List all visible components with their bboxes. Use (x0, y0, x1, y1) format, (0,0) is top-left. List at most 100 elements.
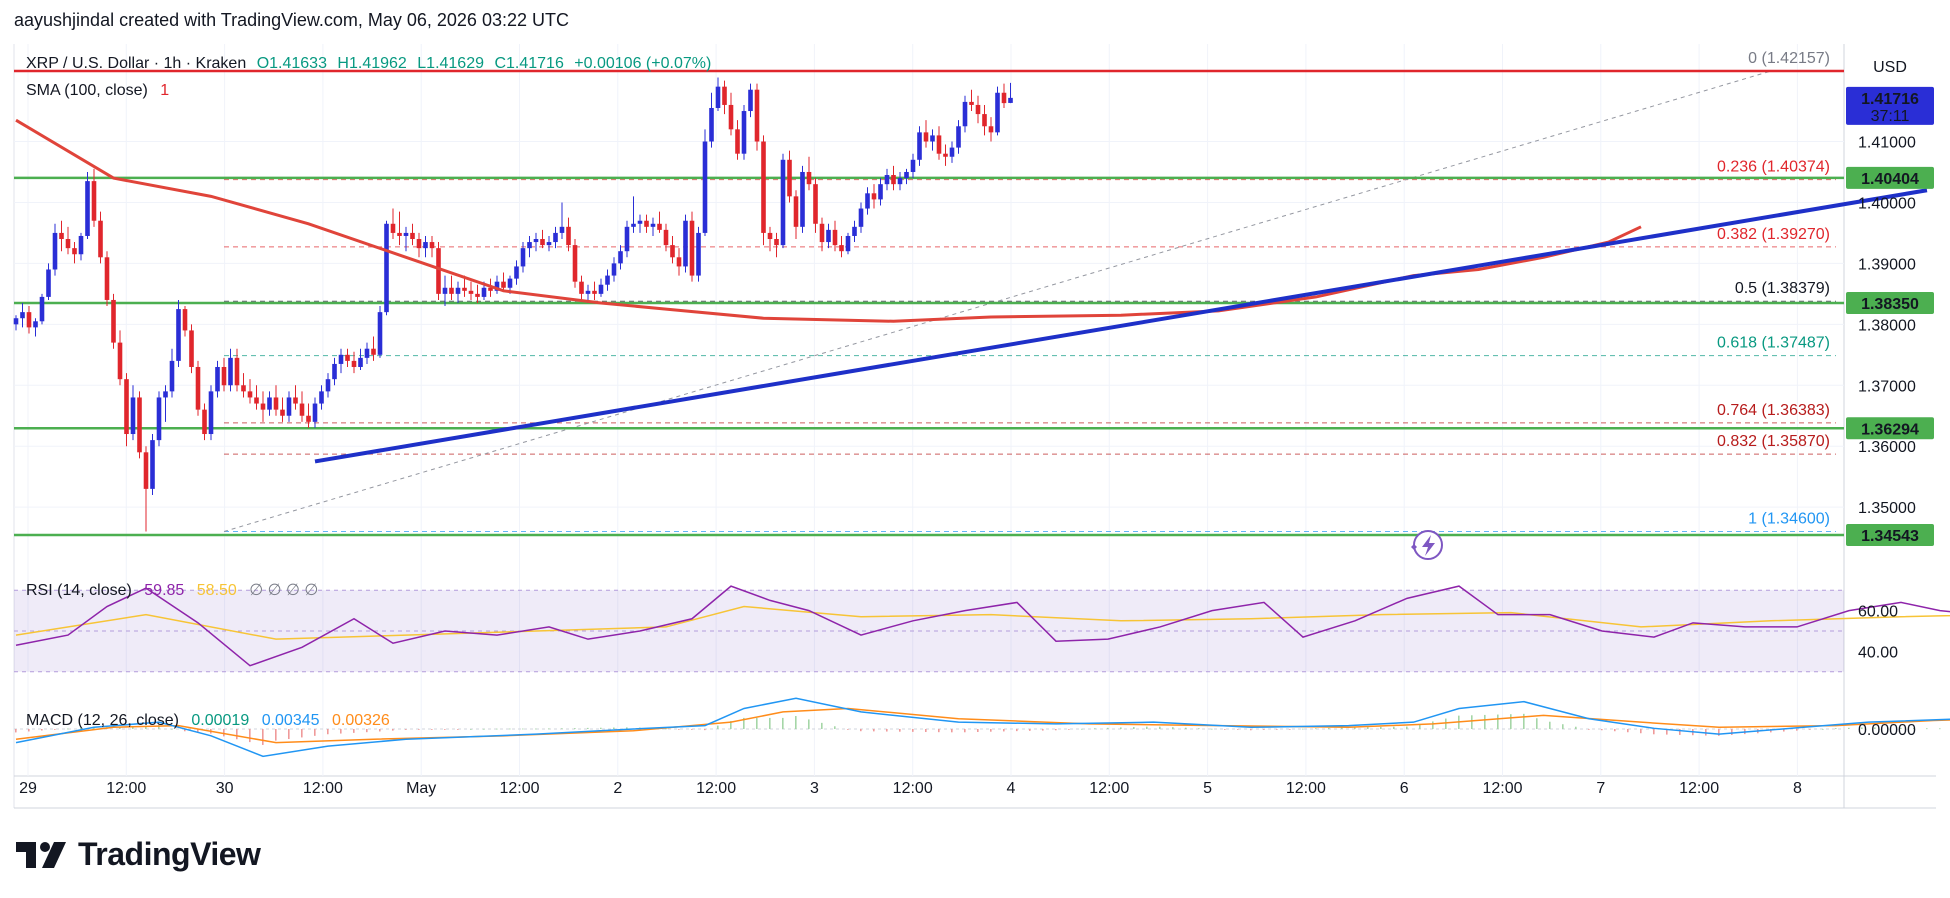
macd-histogram-bar (769, 717, 771, 729)
candle-body (566, 226, 571, 246)
sma-legend: SMA (100, close) 1 (26, 82, 169, 99)
macd-histogram-bar (301, 729, 303, 738)
price-tick-label: 1.36000 (1858, 439, 1916, 456)
price-tick-label: 1.39000 (1858, 256, 1916, 273)
candle-body (969, 101, 974, 105)
macd-histogram-bar (1471, 715, 1473, 729)
candle-body (709, 107, 714, 142)
candle-body (527, 242, 532, 249)
macd-histogram-bar (1198, 728, 1200, 730)
macd-histogram-bar (1224, 729, 1226, 730)
macd-histogram-bar (1575, 726, 1577, 729)
bullish-trendline (314, 188, 1928, 464)
macd-histogram-bar (1822, 728, 1824, 730)
candle-body (917, 132, 922, 160)
candle-body (923, 132, 929, 142)
fib-label: 0.764 (1.36383) (1717, 402, 1830, 419)
macd-histogram-bar (561, 728, 563, 730)
macd-histogram-bar (28, 729, 30, 732)
candle-body (533, 239, 539, 243)
macd-histogram-bar (587, 727, 589, 729)
fib-label: 0.832 (1.35870) (1717, 433, 1830, 450)
macd-histogram-bar (1211, 728, 1213, 730)
macd-histogram-bar (340, 729, 342, 734)
candle-body (644, 220, 649, 227)
macd-histogram-bar (1835, 728, 1837, 729)
macd-histogram-bar (158, 725, 160, 729)
candle-body (59, 232, 64, 240)
candle-body (215, 366, 220, 392)
candle-body (839, 245, 844, 252)
macd-histogram-bar (1913, 728, 1915, 729)
candle-body (228, 357, 233, 386)
time-tick-label: 12:00 (499, 780, 539, 797)
rsi-tick-label: 40.00 (1858, 644, 1898, 661)
macd-histogram-bar (1484, 714, 1486, 729)
macd-histogram-bar (951, 729, 953, 733)
candle-body (143, 452, 149, 489)
macd-histogram-bar (535, 728, 537, 730)
time-tick-label: May (406, 780, 436, 797)
macd-histogram-bar (730, 721, 732, 729)
macd-histogram-bar (1679, 729, 1681, 735)
candle-body (371, 348, 376, 355)
macd-histogram-bar (1237, 729, 1239, 730)
macd-histogram-bar (782, 717, 784, 729)
candle-body (202, 409, 207, 435)
candle-body (39, 296, 45, 322)
candle-body (572, 245, 578, 282)
candle-body (930, 135, 935, 142)
candle-body (793, 196, 799, 227)
macd-histogram-bar (1497, 714, 1499, 729)
time-tick-label: 6 (1400, 780, 1409, 797)
macd-histogram-bar (288, 729, 290, 740)
candle-body (962, 101, 968, 127)
candle-body (423, 242, 428, 249)
candle-body (20, 312, 25, 319)
candle-body (299, 403, 305, 416)
candle-body (956, 126, 961, 148)
macd-histogram-bar (1146, 726, 1148, 729)
macd-histogram-bar (1874, 727, 1876, 729)
macd-histogram-bar (808, 719, 810, 729)
candle-body (33, 321, 38, 328)
price-tick-label: 1.35000 (1858, 500, 1916, 517)
candle-body (520, 248, 526, 267)
macd-histogram-bar (1289, 729, 1291, 730)
overlays (15, 118, 1928, 464)
macd-histogram-bar (1055, 729, 1057, 731)
horizontal-levels (14, 69, 1844, 537)
macd-histogram-bar (249, 729, 251, 743)
time-tick-label: 12:00 (893, 780, 933, 797)
candle-body (618, 251, 623, 264)
macd-histogram-bar (704, 729, 706, 731)
macd-histogram-bar (847, 729, 849, 730)
macd-histogram-bar (1640, 729, 1642, 734)
macd-histogram-bar (1848, 727, 1850, 729)
candle-body (670, 245, 675, 258)
lightning-icon[interactable] (1411, 530, 1443, 560)
candle-body (871, 193, 877, 200)
candle-body (189, 330, 194, 367)
candle-body (156, 397, 162, 441)
macd-histogram-bar (184, 729, 186, 732)
candle-body (72, 248, 77, 255)
tradingview-logo[interactable]: TradingView (16, 836, 261, 873)
candle-body (91, 181, 97, 221)
fib-label: 0.5 (1.38379) (1735, 280, 1830, 297)
candle-body (696, 232, 701, 276)
macd-pane (14, 697, 1950, 758)
candle-body (312, 403, 318, 422)
candle-body (26, 312, 32, 328)
time-tick-label: 12:00 (1286, 780, 1326, 797)
macd-histogram-bar (496, 728, 498, 730)
candle-body (488, 287, 493, 291)
macd-histogram-bar (1172, 727, 1174, 729)
time-tick-label: 12:00 (303, 780, 343, 797)
macd-histogram-bar (834, 726, 836, 729)
currency-label[interactable]: USD (1873, 59, 1907, 76)
macd-histogram-bar (1588, 729, 1590, 730)
time-tick-label: 3 (810, 780, 819, 797)
macd-histogram-bar (483, 728, 485, 730)
